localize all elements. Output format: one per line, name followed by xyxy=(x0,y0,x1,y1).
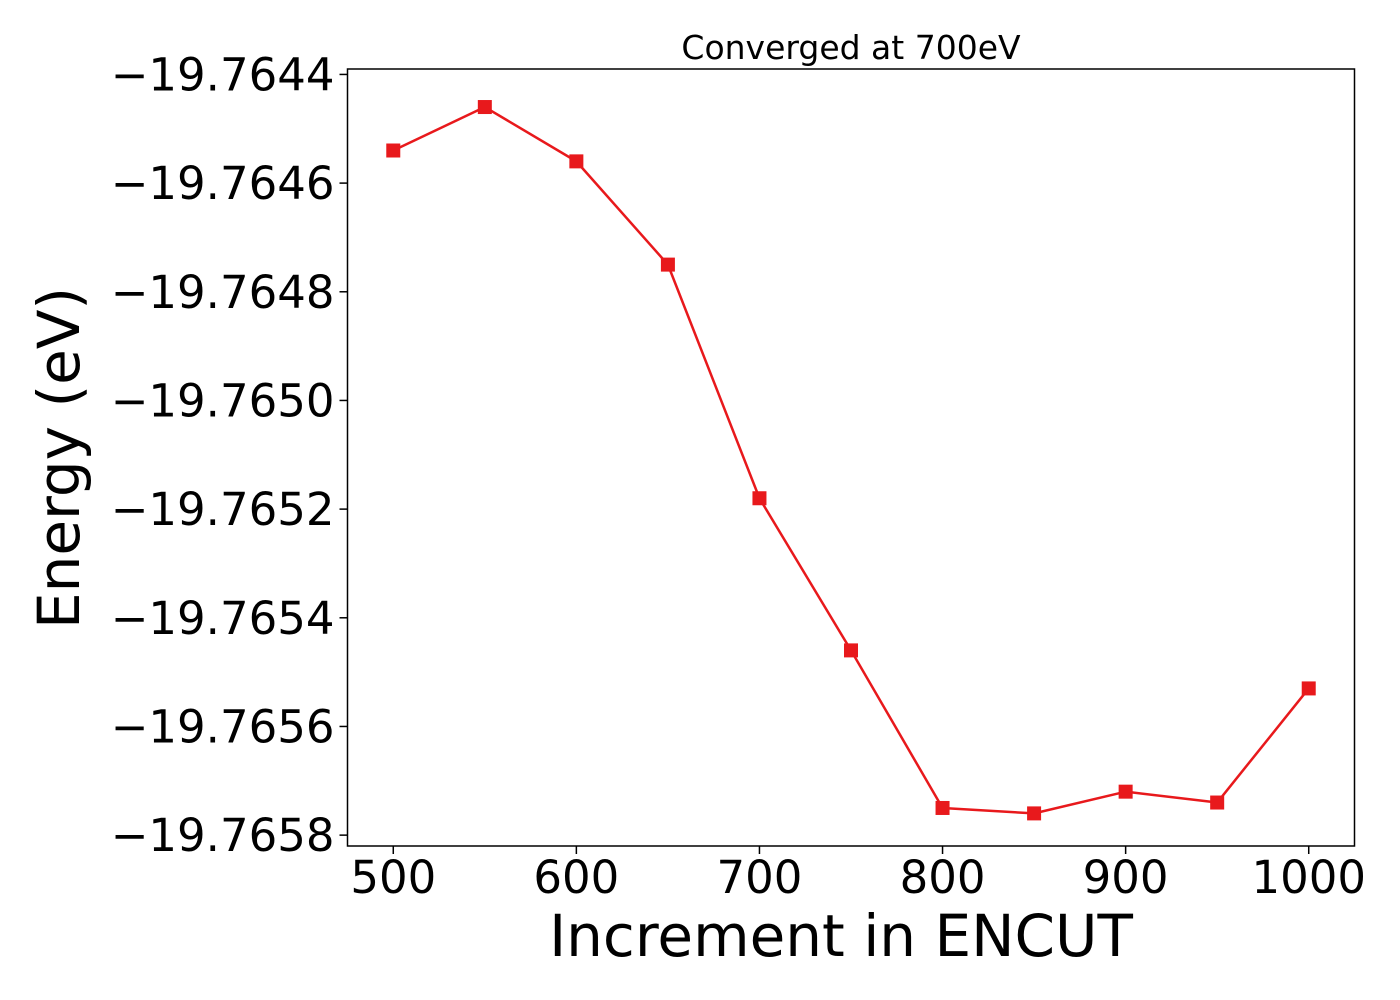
y-tick-label: −19.7652 xyxy=(111,483,335,536)
data-point xyxy=(1027,806,1042,821)
x-axis: 500 600 700 800 900 1000 xyxy=(350,846,1366,904)
y-tick-label: −19.7654 xyxy=(111,592,335,645)
x-tick-label: 700 xyxy=(717,851,803,904)
data-point xyxy=(935,800,950,815)
y-tick-label: −19.7650 xyxy=(111,374,335,427)
y-tick-label: −19.7656 xyxy=(111,700,335,753)
y-tick-label: −19.7644 xyxy=(111,48,335,101)
chart-title: Converged at 700eV xyxy=(681,28,1021,67)
data-point xyxy=(1210,795,1225,810)
data-point xyxy=(386,143,401,158)
data-point xyxy=(660,257,675,272)
y-tick-label: −19.7658 xyxy=(111,809,335,862)
x-axis-label: Increment in ENCUT xyxy=(549,902,1133,970)
data-point xyxy=(844,643,858,658)
data-point xyxy=(569,154,584,169)
x-tick-label: 800 xyxy=(900,851,986,904)
series-line xyxy=(392,105,1310,815)
axes-frame xyxy=(346,68,1356,847)
x-tick-label: 1000 xyxy=(1251,851,1366,904)
data-point xyxy=(752,491,767,506)
plot-area xyxy=(386,100,1316,821)
x-tick-label: 600 xyxy=(533,851,619,904)
x-tick-label: 500 xyxy=(350,851,436,904)
data-point xyxy=(1301,681,1316,696)
x-tick-label: 900 xyxy=(1083,851,1169,904)
y-tick-label: −19.7648 xyxy=(111,266,335,319)
data-point xyxy=(477,100,492,115)
y-axis: −19.7658 −19.7656 −19.7654 −19.7652 −19.7650… xyxy=(111,48,348,862)
y-axis-label: Energy (eV) xyxy=(25,287,93,629)
y-tick-label: −19.7646 xyxy=(111,157,335,210)
data-point xyxy=(1118,784,1133,799)
